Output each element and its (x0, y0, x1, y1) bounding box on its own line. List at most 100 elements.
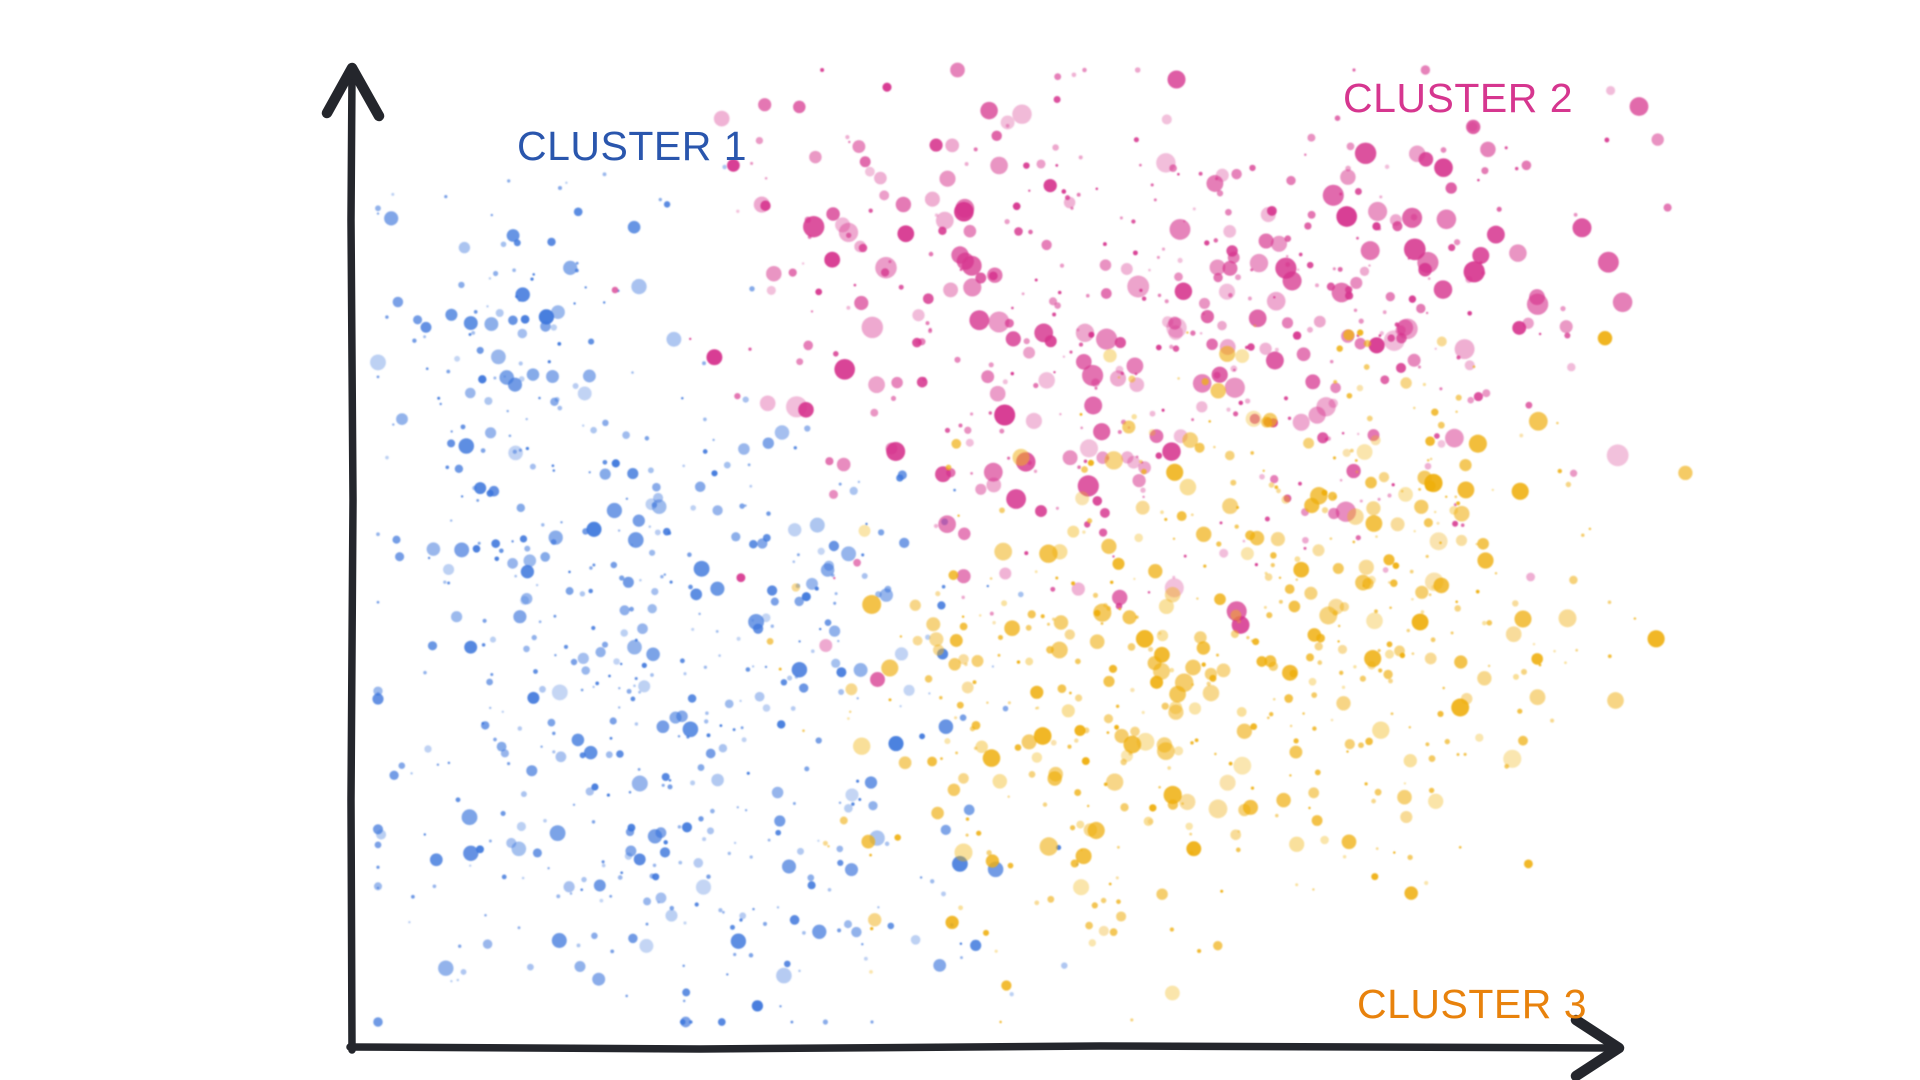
data-point (1391, 483, 1395, 487)
data-point (373, 686, 383, 696)
data-point (370, 354, 386, 371)
data-point (627, 823, 636, 832)
data-point (762, 921, 768, 926)
data-point (1531, 653, 1543, 665)
data-point (1529, 689, 1546, 706)
data-point (656, 720, 670, 734)
data-point (877, 906, 880, 909)
data-point (445, 465, 450, 470)
data-point (799, 683, 809, 693)
data-point (1475, 733, 1484, 742)
data-point (1295, 883, 1299, 887)
data-point (532, 273, 535, 276)
data-point (1285, 254, 1289, 258)
data-point (1420, 65, 1431, 75)
data-point (1337, 640, 1340, 643)
data-point (517, 926, 521, 930)
data-point (868, 913, 882, 927)
data-point (975, 740, 988, 754)
data-point (576, 943, 581, 948)
data-point (1248, 309, 1267, 328)
data-point (538, 620, 542, 624)
data-point (1477, 178, 1480, 182)
data-point (450, 979, 453, 983)
data-point (469, 864, 472, 867)
data-point (1455, 410, 1458, 414)
data-point (751, 665, 755, 668)
data-point (1004, 218, 1010, 225)
data-point (1491, 488, 1495, 492)
data-point (1102, 242, 1107, 247)
data-point (1190, 513, 1194, 517)
data-point (1354, 188, 1362, 195)
data-point (1168, 316, 1182, 330)
data-point (875, 256, 897, 279)
data-point (591, 625, 596, 631)
data-point (601, 860, 605, 864)
data-point (1133, 137, 1139, 143)
data-point (837, 639, 840, 643)
data-point (1201, 662, 1206, 667)
data-point (1349, 448, 1354, 453)
data-point (376, 886, 380, 890)
data-point (1061, 189, 1067, 194)
data-point (1182, 432, 1199, 448)
data-point (752, 907, 755, 911)
data-point (939, 170, 956, 187)
data-point (1293, 738, 1299, 744)
data-point (498, 548, 504, 554)
data-point (950, 62, 965, 78)
data-point (931, 806, 944, 820)
data-point (550, 324, 558, 331)
data-point (971, 655, 984, 667)
data-point (1416, 303, 1426, 314)
data-point (456, 978, 460, 982)
data-point (759, 395, 776, 412)
data-point (982, 749, 1001, 767)
data-point (481, 721, 490, 730)
data-point (1289, 745, 1303, 759)
data-point (1001, 980, 1012, 991)
data-point (1398, 487, 1413, 502)
data-point (970, 412, 974, 416)
data-point (1477, 537, 1489, 550)
data-point (997, 634, 1004, 641)
data-point (683, 921, 687, 925)
data-point (1270, 532, 1285, 547)
data-point (928, 692, 931, 695)
data-point (1265, 351, 1284, 370)
data-point (1082, 67, 1087, 73)
data-point (547, 718, 556, 727)
data-point (690, 588, 703, 601)
data-point (1082, 364, 1104, 386)
data-point (1169, 701, 1183, 715)
data-point (1437, 440, 1446, 448)
data-point (1109, 928, 1118, 936)
data-point (694, 481, 706, 493)
data-point (1371, 798, 1376, 804)
data-point (427, 556, 431, 560)
data-point (1428, 793, 1444, 809)
data-point (780, 679, 788, 686)
data-point (948, 658, 961, 671)
data-point (1115, 876, 1119, 880)
data-point (761, 613, 771, 623)
data-point (748, 613, 765, 630)
data-point (446, 369, 451, 374)
data-point (507, 558, 518, 569)
data-point (1106, 731, 1110, 734)
data-point (999, 507, 1005, 514)
data-point (837, 928, 842, 933)
data-point (1292, 331, 1302, 340)
data-point (590, 426, 597, 434)
data-point (1130, 1018, 1134, 1022)
data-point (1308, 406, 1326, 424)
data-point (1148, 646, 1154, 652)
data-point (570, 658, 578, 666)
data-point (766, 285, 776, 295)
data-point (903, 684, 915, 696)
data-point (1378, 334, 1382, 337)
data-point (718, 744, 728, 753)
data-point (1422, 382, 1427, 387)
data-point (1214, 752, 1217, 756)
